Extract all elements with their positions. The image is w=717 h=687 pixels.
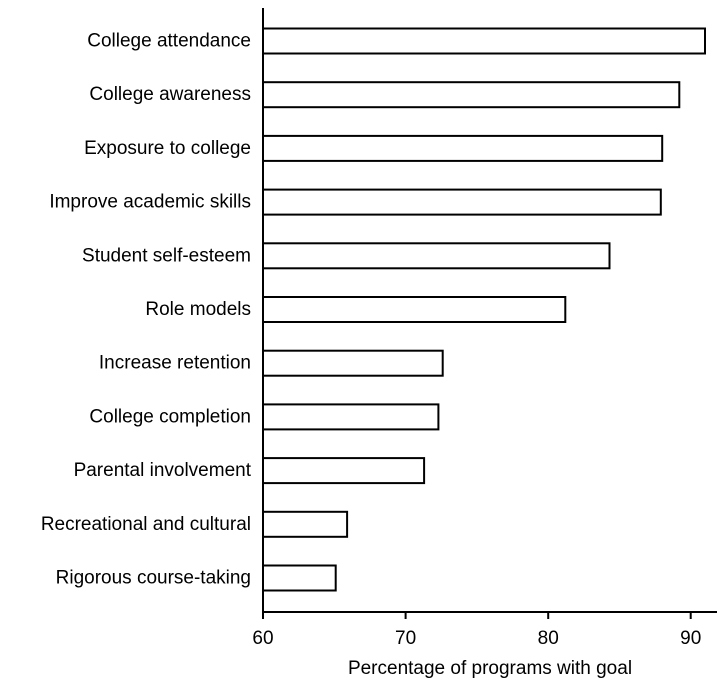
bar: [262, 510, 349, 538]
bar: [262, 564, 337, 592]
bar: [262, 403, 440, 431]
category-label: Rigorous course-taking: [56, 568, 251, 589]
category-label: Recreational and cultural: [41, 514, 251, 535]
category-label: Student self-esteem: [82, 245, 251, 266]
category-label: College awareness: [89, 84, 251, 105]
category-label: College completion: [89, 406, 251, 427]
bar: [262, 296, 567, 323]
category-labels: College attendance College awareness Expos…: [41, 31, 252, 589]
x-tick-label: 80: [538, 628, 559, 649]
category-label: College attendance: [87, 31, 251, 52]
bar: [262, 27, 706, 55]
bar: [262, 242, 611, 270]
x-tick-label: 90: [680, 628, 701, 649]
x-tick-label: 60: [252, 628, 273, 649]
category-label: Role models: [145, 299, 251, 320]
category-label: Parental involvement: [74, 460, 252, 481]
bar: [262, 134, 664, 162]
x-axis-ticks: 60 70 80 90: [252, 612, 701, 649]
x-tick-label: 70: [395, 628, 416, 649]
bar: [262, 457, 426, 485]
category-label: Improve academic skills: [49, 192, 251, 213]
category-label: Exposure to college: [84, 138, 251, 159]
x-axis-title: Percentage of programs with goal: [348, 658, 632, 679]
bars-layer: [262, 27, 706, 592]
bar: [262, 188, 662, 216]
category-label: Increase retention: [99, 353, 251, 374]
bar: [262, 349, 444, 377]
bar: [262, 81, 681, 109]
